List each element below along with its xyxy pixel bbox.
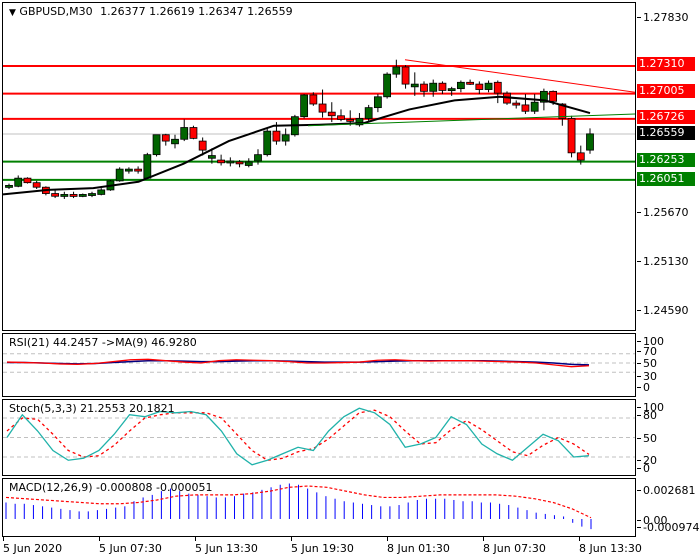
price-axis[interactable]: 1.27830 1.25670 1.25130 1.24590: [637, 0, 700, 331]
price-tick: 1.25670: [637, 206, 689, 219]
candlestick-chart: [3, 59, 635, 199]
rsi-tick: 50: [637, 357, 657, 370]
macd-axis: 0.002681 0.00 -0.000974: [637, 478, 700, 537]
time-label: 8 Jun 01:30: [387, 542, 450, 555]
time-tick: [579, 536, 580, 541]
stoch-tick: 80: [637, 409, 657, 422]
stoch-tick: 0: [637, 462, 650, 475]
level-label-support-2: 1.26051: [637, 172, 695, 186]
time-tick: [291, 536, 292, 541]
rsi-tick: 0: [637, 381, 650, 394]
rsi-panel[interactable]: RSI(21) 44.2457 ->MA(9) 46.9280: [2, 333, 636, 397]
price-tick: 1.25130: [637, 255, 689, 268]
macd-legend: MACD(12,26,9) -0.000808 -0.000051: [9, 481, 213, 494]
level-label-resistance-2: 1.27005: [637, 84, 695, 98]
macd-panel[interactable]: MACD(12,26,9) -0.000808 -0.000051: [2, 478, 636, 537]
chart-legend: ▼ GBPUSD,M30 1.26377 1.26619 1.26347 1.2…: [9, 5, 293, 18]
rsi-tick: 70: [637, 345, 657, 358]
time-label: 5 Jun 19:30: [291, 542, 354, 555]
time-label: 8 Jun 13:30: [579, 542, 642, 555]
rsi-axis: 100 70 50 30 0: [637, 333, 700, 397]
rsi-legend: RSI(21) 44.2457 ->MA(9) 46.9280: [9, 336, 197, 349]
level-label-support-1: 1.26253: [637, 153, 695, 167]
time-tick: [387, 536, 388, 541]
rsi-tick: 30: [637, 370, 657, 383]
stoch-tick: 50: [637, 432, 657, 445]
time-label: 8 Jun 07:30: [483, 542, 546, 555]
stoch-tick: 100: [637, 401, 664, 414]
time-label: 5 Jun 2020: [3, 542, 63, 555]
macd-tick: -0.000974: [637, 521, 699, 534]
symbol-label: GBPUSD,M30: [19, 5, 93, 18]
time-label: 5 Jun 07:30: [99, 542, 162, 555]
ohlc-values: 1.26377 1.26619 1.26347 1.26559: [100, 5, 293, 18]
price-tick: 1.27830: [637, 11, 689, 24]
stochastic-legend: Stoch(5,3,3) 21.2553 20.1821: [9, 402, 175, 415]
price-chart-panel[interactable]: ▼ GBPUSD,M30 1.26377 1.26619 1.26347 1.2…: [2, 2, 636, 331]
macd-tick: 0.002681: [637, 484, 696, 497]
level-label-resistance-1: 1.27310: [637, 57, 695, 71]
stochastic-axis: 100 80 50 20 0: [637, 399, 700, 476]
stochastic-chart: [3, 407, 635, 466]
macd-chart: [5, 483, 592, 530]
time-tick: [99, 536, 100, 541]
time-label: 5 Jun 13:30: [195, 542, 258, 555]
macd-tick: 0.00: [637, 514, 668, 527]
rsi-tick: 100: [637, 335, 664, 348]
level-label-resistance-3: 1.26726: [637, 110, 695, 124]
rsi-chart: [3, 353, 635, 373]
time-tick: [195, 536, 196, 541]
price-tick: 1.24590: [637, 304, 689, 317]
current-price-label: 1.26559: [637, 126, 695, 140]
time-tick: [3, 536, 4, 541]
time-tick: [483, 536, 484, 541]
stoch-tick: 20: [637, 454, 657, 467]
triangle-down-icon[interactable]: ▼: [9, 8, 16, 18]
stochastic-panel[interactable]: Stoch(5,3,3) 21.2553 20.1821: [2, 399, 636, 476]
